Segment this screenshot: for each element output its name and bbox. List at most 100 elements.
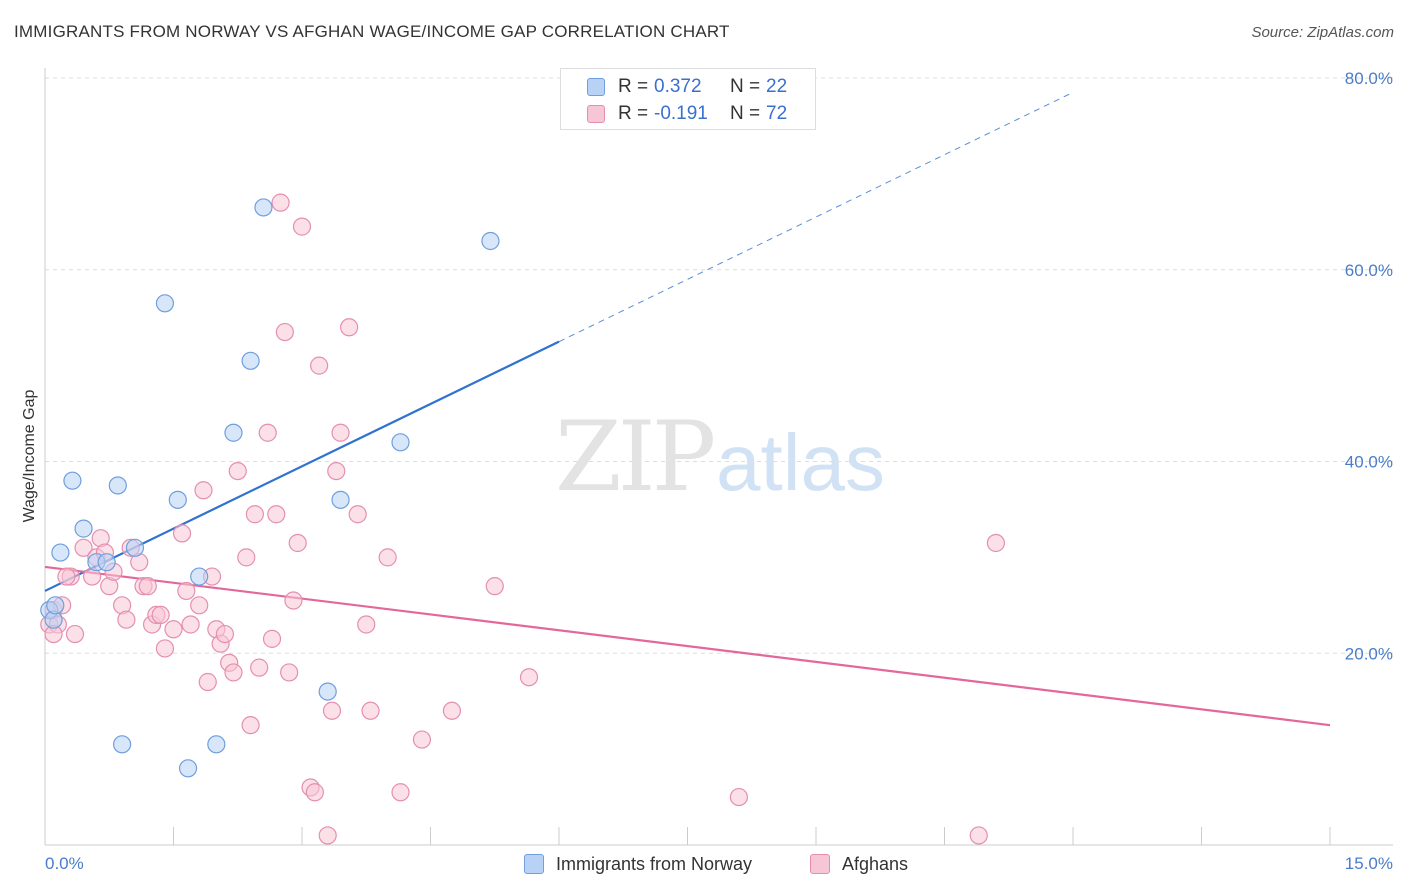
afghan-point — [305, 783, 324, 802]
x-tick-label: 15.0% — [1345, 854, 1393, 873]
afghan-point — [275, 322, 294, 342]
bottom-legend-swatch-norway — [524, 854, 544, 874]
afghan-point — [198, 672, 217, 692]
afghan-point — [267, 505, 286, 524]
afghan-point — [194, 481, 213, 500]
norway-point — [254, 198, 273, 217]
norway-point — [108, 476, 127, 495]
afghan-point — [228, 461, 247, 481]
legend-r-value: 0.372 — [654, 76, 702, 97]
legend-r-label: R = — [618, 76, 649, 97]
trend-line-norway — [44, 340, 560, 592]
bottom-legend-norway: Immigrants from Norway — [524, 852, 752, 876]
afghan-point — [357, 615, 376, 634]
trend-line-norway-extension — [558, 91, 1074, 343]
afghan-point — [258, 423, 277, 442]
afghan-point — [181, 615, 200, 634]
bottom-legend-afghans: Afghans — [810, 852, 908, 876]
norway-point — [112, 735, 132, 754]
norway-point — [46, 596, 65, 615]
norway-point — [241, 351, 260, 370]
norway-point — [155, 294, 175, 313]
y-tick-label: 80.0% — [1345, 69, 1393, 88]
y-axis-title: Wage/Income Gap — [21, 390, 38, 523]
afghan-point — [322, 701, 342, 720]
afghan-point — [284, 591, 303, 610]
bottom-legend-swatch-afghans — [810, 854, 830, 874]
norway-point — [51, 543, 70, 562]
afghan-point — [138, 577, 157, 596]
norway-point — [318, 682, 337, 701]
afghan-point — [986, 533, 1006, 553]
y-tick-label: 60.0% — [1345, 261, 1393, 280]
norway-point — [481, 231, 500, 251]
afghan-point — [241, 716, 260, 735]
norway-point — [224, 423, 243, 442]
afghan-point — [237, 548, 256, 567]
afghan-point — [245, 505, 264, 524]
afghan-point — [340, 318, 359, 337]
legend-row-norway: R = 0.372 N = 22 — [587, 75, 787, 99]
norway-point — [391, 433, 410, 452]
norway-point — [207, 735, 226, 754]
x-tick-label: 0.0% — [45, 854, 84, 873]
afghan-point — [310, 356, 329, 375]
afghan-point — [151, 605, 170, 625]
afghan-point — [65, 624, 85, 644]
norway-point — [97, 553, 116, 572]
afghan-point — [361, 701, 380, 720]
afghan-point — [331, 423, 350, 442]
afghan-point — [215, 624, 234, 644]
afghan-point — [224, 663, 243, 682]
source-label: Source: ZipAtlas.com — [1251, 24, 1394, 41]
legend-r-label: R = — [618, 103, 649, 124]
afghan-point — [318, 826, 337, 845]
afghan-point — [292, 217, 312, 236]
gridlines — [45, 77, 1393, 654]
afghan-point — [250, 658, 269, 677]
y-tick-labels: 20.0% 40.0% 60.0% 80.0% — [1345, 69, 1393, 663]
afghan-point — [348, 505, 367, 524]
afghan-point — [117, 610, 136, 629]
legend-r-value: -0.191 — [654, 103, 708, 124]
afghan-point — [327, 461, 346, 481]
watermark-zip: ZIP — [555, 401, 714, 513]
legend-swatch-norway — [587, 78, 605, 96]
norway-point — [168, 490, 187, 509]
norway-point — [331, 490, 350, 509]
afghan-point — [262, 629, 282, 648]
afghan-point — [280, 663, 299, 682]
axes — [44, 68, 1393, 846]
legend: R = 0.372 N = 22 R = -0.191 N = 72 — [560, 68, 816, 130]
afghan-point — [155, 639, 175, 658]
afghan-point — [74, 538, 93, 557]
afghan-point — [57, 567, 76, 586]
legend-swatch-afghans — [587, 105, 605, 123]
bottom-legend-label-afghans: Afghans — [842, 853, 909, 874]
bottom-legend-label-norway: Immigrants from Norway — [556, 853, 753, 874]
legend-n-label: N = — [730, 76, 761, 97]
watermark-atlas: atlas — [716, 418, 885, 507]
norway-point — [190, 567, 209, 586]
afghan-point — [729, 787, 749, 807]
afghan-point — [412, 730, 432, 749]
afghan-point — [288, 533, 307, 553]
afghan-point — [164, 620, 183, 639]
legend-n-value: 22 — [766, 76, 788, 97]
afghan-point — [442, 701, 462, 720]
y-tick-label: 40.0% — [1345, 453, 1393, 472]
data-points — [40, 193, 1006, 845]
afghan-point — [378, 548, 397, 567]
afghan-point — [190, 596, 209, 615]
norway-point — [63, 471, 82, 490]
afghan-point — [969, 826, 988, 845]
norway-point — [125, 538, 145, 557]
watermark: ZIP atlas — [555, 401, 885, 513]
chart-title: IMMIGRANTS FROM NORWAY VS AFGHAN WAGE/IN… — [14, 22, 730, 41]
x-tick-labels: 0.0% 15.0% — [45, 854, 1393, 873]
afghan-point — [172, 524, 192, 543]
y-tick-label: 20.0% — [1345, 644, 1393, 663]
trend-line-afghans — [44, 565, 1331, 727]
norway-point — [178, 759, 198, 778]
